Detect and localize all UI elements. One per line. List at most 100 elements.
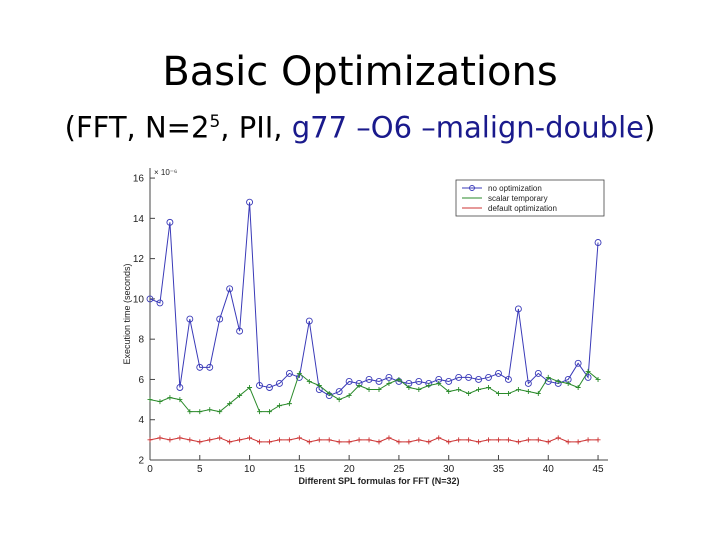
data-point	[316, 437, 322, 443]
data-point	[207, 437, 213, 443]
data-point	[565, 439, 571, 445]
data-point	[256, 382, 263, 389]
subtitle-exponent: 5	[209, 112, 221, 132]
x-tick-label: 10	[244, 464, 256, 475]
data-point	[595, 437, 601, 443]
data-point	[456, 387, 462, 393]
data-point	[346, 439, 352, 445]
data-point	[257, 409, 263, 415]
data-point	[495, 437, 501, 443]
x-tick-label: 20	[344, 464, 356, 475]
y-tick-label: 12	[133, 254, 145, 265]
data-point	[495, 369, 502, 377]
data-point	[167, 437, 173, 443]
data-point	[515, 439, 521, 445]
data-point	[504, 375, 512, 383]
data-point	[585, 437, 591, 443]
subtitle-middle: , PII,	[220, 110, 292, 145]
subtitle-prefix: (FFT, N=2	[64, 110, 210, 145]
data-point	[356, 437, 362, 443]
data-point	[436, 380, 442, 386]
y-tick-label: 4	[138, 415, 144, 426]
y-tick-label: 16	[133, 174, 145, 185]
data-point	[585, 368, 591, 374]
data-point	[376, 387, 382, 393]
data-point	[296, 370, 302, 376]
x-tick-label: 15	[294, 464, 306, 475]
data-point	[266, 384, 273, 391]
y-tick-label: 8	[138, 335, 144, 346]
data-point	[534, 369, 542, 377]
x-tick-label: 30	[443, 464, 455, 475]
data-point	[525, 437, 531, 443]
data-point	[386, 435, 392, 441]
data-point	[316, 382, 322, 388]
data-point	[545, 439, 551, 445]
data-point	[476, 387, 482, 393]
data-point	[385, 373, 393, 381]
x-tick-label: 5	[197, 464, 203, 475]
data-point	[237, 393, 243, 399]
data-point	[306, 378, 312, 384]
data-point	[365, 375, 373, 383]
data-point	[326, 437, 332, 443]
data-point	[147, 437, 153, 443]
data-point	[455, 373, 463, 381]
data-point	[495, 391, 501, 397]
data-point	[207, 407, 213, 413]
data-point	[157, 435, 163, 441]
data-point	[167, 395, 173, 401]
data-point	[146, 295, 154, 303]
data-point	[574, 359, 582, 367]
data-point	[187, 437, 193, 443]
data-point	[416, 387, 422, 393]
data-point	[486, 437, 492, 443]
data-point	[465, 373, 473, 381]
execution-time-chart: 0 5 10 15 20 25 30 35 40 45 2 4 6 8 10 12 14 16 Different …	[122, 168, 608, 486]
data-point	[147, 397, 153, 403]
data-point	[406, 385, 412, 391]
data-point	[466, 437, 472, 443]
data-point	[505, 391, 511, 397]
data-point	[524, 380, 532, 387]
data-point	[306, 439, 312, 445]
slide-subtitle: (FFT, N=25, PII, g77 –O6 –malign-double)	[0, 104, 720, 146]
data-point	[575, 439, 581, 445]
data-point	[285, 369, 293, 377]
data-point	[186, 315, 194, 323]
x-tick-label: 35	[493, 464, 505, 475]
data-point	[257, 439, 263, 445]
data-point	[545, 374, 551, 380]
data-point	[206, 363, 214, 371]
data-point	[486, 385, 492, 391]
data-point	[335, 388, 343, 395]
data-point	[187, 409, 193, 415]
data-point	[594, 239, 602, 246]
legend-marker-0	[469, 185, 475, 191]
data-point	[296, 435, 302, 441]
data-point	[584, 373, 592, 381]
slide-title: Basic Optimizations	[162, 49, 558, 95]
data-point	[515, 387, 521, 393]
x-axis-label: Different SPL formulas for FFT (N=32)	[298, 476, 459, 486]
data-point	[346, 393, 352, 399]
data-point	[416, 437, 422, 443]
y-tick-label: 14	[133, 214, 145, 225]
data-point	[247, 385, 253, 391]
data-point	[286, 437, 292, 443]
data-point	[426, 439, 432, 445]
x-tick-label: 0	[147, 464, 153, 475]
series-line-1	[149, 370, 599, 413]
data-point	[336, 439, 342, 445]
data-point	[426, 382, 432, 388]
data-point	[555, 435, 561, 441]
data-point	[446, 439, 452, 445]
data-point	[197, 409, 203, 415]
data-point	[514, 305, 522, 313]
data-point	[276, 437, 282, 443]
data-point	[227, 439, 233, 445]
data-point	[436, 435, 442, 441]
data-point	[246, 198, 254, 206]
data-point	[595, 376, 601, 382]
subtitle-suffix: )	[643, 110, 656, 145]
